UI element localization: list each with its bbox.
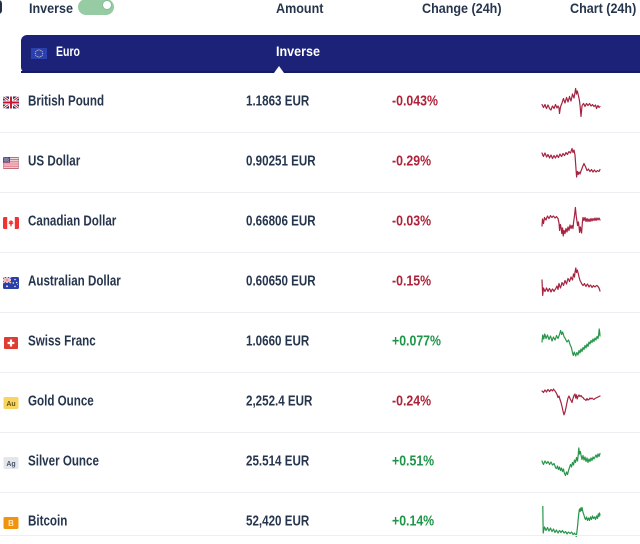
svg-text:Au: Au [6,401,15,408]
svg-text:Ag: Ag [6,461,15,468]
svg-text:B: B [8,519,14,528]
